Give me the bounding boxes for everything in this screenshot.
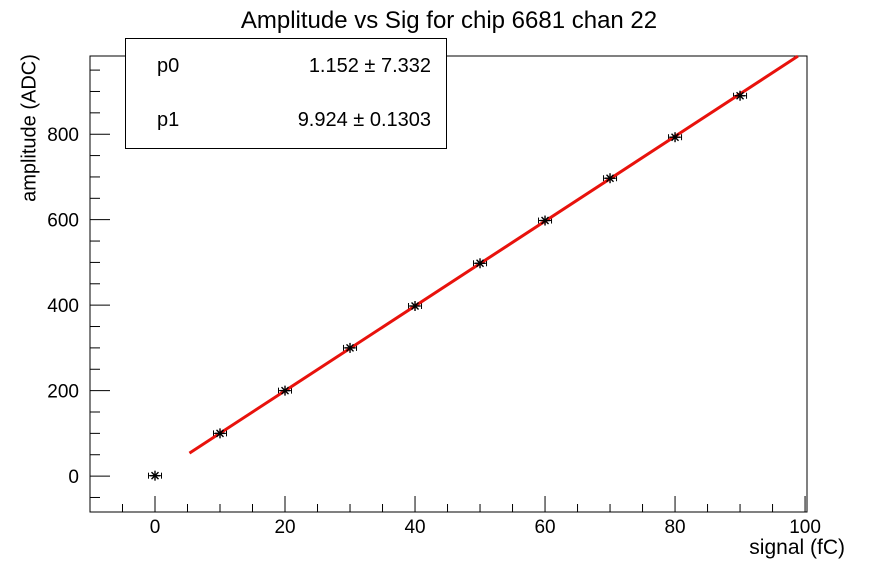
y-axis-title: amplitude (ADC) [18, 54, 41, 202]
data-point-marker [540, 215, 551, 226]
star-marker-spoke [346, 343, 355, 352]
chart-title: Amplitude vs Sig for chip 6681 chan 22 [240, 7, 658, 34]
data-point-marker [215, 428, 226, 439]
stats-p0-value: 1.152 ± 7.332 [308, 54, 431, 77]
data-point-marker [670, 132, 681, 143]
stats-p0-label: p0 [157, 54, 180, 77]
star-marker-spoke [671, 133, 680, 142]
star-marker-spoke [736, 91, 745, 100]
stats-row-p0: p0 1.152 ± 7.332 [126, 55, 446, 78]
x-axis-title: signal (fC) [749, 536, 845, 559]
data-point-marker [475, 258, 486, 269]
star-marker-spoke [281, 386, 290, 395]
data-point-marker [410, 301, 421, 312]
y-tick-label: 800 [47, 125, 79, 146]
star-marker-spoke [411, 302, 420, 311]
x-tick-label: 60 [534, 517, 555, 538]
x-tick-label: 100 [789, 517, 821, 538]
x-tick-label: 40 [404, 517, 425, 538]
data-point-marker [280, 385, 291, 396]
x-tick-label: 20 [274, 517, 295, 538]
data-point-marker [345, 342, 356, 353]
y-tick-label: 0 [68, 467, 79, 488]
star-marker-spoke [476, 259, 485, 268]
data-point-marker [605, 173, 616, 184]
star-marker-spoke [216, 429, 225, 438]
star-marker-spoke [606, 174, 615, 183]
y-tick-label: 400 [47, 296, 79, 317]
stats-row-p1: p1 9.924 ± 0.1303 [126, 109, 446, 132]
fit-stats-box: p0 1.152 ± 7.332 p1 9.924 ± 0.1303 [125, 38, 447, 149]
y-tick-label: 600 [47, 211, 79, 232]
star-marker-spoke [151, 471, 159, 480]
star-marker-spoke [541, 216, 550, 225]
data-point-marker [150, 470, 161, 481]
data-point-marker [735, 90, 746, 101]
stats-p1-value: 9.924 ± 0.1303 [297, 109, 431, 132]
x-tick-label: 0 [150, 517, 161, 538]
stats-p1-label: p1 [157, 109, 180, 132]
y-tick-label: 200 [47, 382, 79, 403]
fit-line [188, 54, 799, 455]
x-tick-label: 80 [664, 517, 685, 538]
